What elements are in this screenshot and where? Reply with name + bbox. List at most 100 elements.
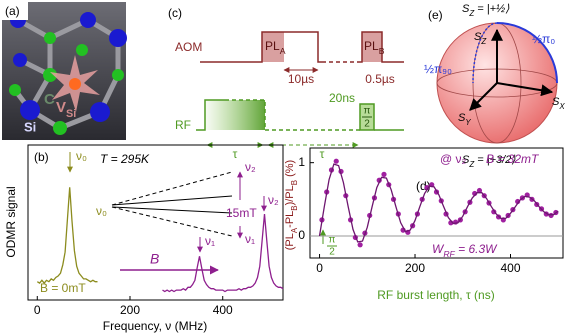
silicon-label: Si xyxy=(24,119,36,134)
data-point xyxy=(381,171,387,177)
chart: 0 200 400 xyxy=(34,187,284,317)
x-tick-label: 0 xyxy=(34,303,41,317)
panel-c: (c) AOM PLA PLB 10µs 0.5µs RF π 2 20ns τ… xyxy=(168,6,404,161)
rotation-path xyxy=(472,22,498,84)
rotation-path xyxy=(496,22,558,84)
subscript: A xyxy=(280,46,286,56)
panel-b: (b) ODMR signal Frequency, ν (MHz) T = 2… xyxy=(4,144,284,333)
peak-label: ν₂ xyxy=(268,193,279,207)
plot-frame xyxy=(27,144,284,301)
text-part: S xyxy=(458,112,466,124)
top-state: SZ = |+½⟩ xyxy=(462,3,510,18)
x-axis-label: Frequency, ν (MHz) xyxy=(103,319,207,333)
aom-pulse xyxy=(200,31,322,63)
peak-label: ν₁ xyxy=(205,234,215,248)
text-part: V xyxy=(56,99,66,116)
data-point xyxy=(333,158,339,164)
y-axis-label: (PLA-PLB)/PLB (%) xyxy=(284,160,299,250)
peak-label: ν₀ xyxy=(76,149,87,163)
y-tick-label: 1 xyxy=(298,155,305,169)
series-line xyxy=(162,213,284,293)
data-point xyxy=(357,242,363,248)
text-part: = |+½⟩ xyxy=(474,3,510,15)
text-part: PL xyxy=(364,39,379,53)
vacancy-core xyxy=(69,78,81,90)
level-label: ν₀ xyxy=(96,204,107,218)
pulse-den: 2 xyxy=(329,247,335,258)
aom-duration: 10µs xyxy=(288,72,314,86)
level-fan xyxy=(111,171,233,237)
text-part: )/PL xyxy=(284,185,296,205)
data-point xyxy=(515,198,521,205)
subscript: Z xyxy=(480,37,487,46)
x-axis-label: RF burst length, τ (ns) xyxy=(377,288,494,302)
panel-label: (a) xyxy=(5,4,20,18)
text-part: (PL xyxy=(284,233,296,250)
splitting: 15mT xyxy=(226,206,257,220)
x-tick-label: 200 xyxy=(120,303,140,317)
panel-label: (e) xyxy=(428,8,443,22)
level-label: ν₁ xyxy=(245,232,255,246)
x-tick-label: 200 xyxy=(405,261,425,275)
y-label: SY xyxy=(458,112,471,127)
transition: @ ν₂ xyxy=(440,152,467,166)
text-part: (%) xyxy=(284,160,296,180)
z-label: SZ xyxy=(474,31,487,46)
pl-a: PLA xyxy=(265,39,286,56)
text-part: = 6.3W xyxy=(455,242,498,256)
panel-d: (d) (PLA-PLB)/PLB (%) RF burst length, τ… xyxy=(284,147,564,302)
rf-burst xyxy=(205,100,265,130)
text-part: S xyxy=(462,3,470,15)
rf-label: RF xyxy=(175,118,191,132)
subscript: Z xyxy=(468,9,475,18)
plot-frame xyxy=(309,147,564,259)
bottom-state: SZ = |+3/2⟩ xyxy=(462,154,516,169)
pl-a-window xyxy=(262,32,284,62)
pl-b: PLB xyxy=(364,39,385,56)
subscript: B xyxy=(290,205,299,210)
pl-duration: 0.5µs xyxy=(365,72,395,86)
y-axis-label: ODMR signal xyxy=(4,186,18,257)
subscript: B xyxy=(290,180,299,185)
text-part: S xyxy=(462,154,470,166)
field-label: B xyxy=(150,251,159,267)
carbon-label: C xyxy=(44,91,55,108)
x-label: SX xyxy=(552,96,565,111)
text-part: S xyxy=(474,31,482,43)
rotation-label: ½π₀ xyxy=(532,32,555,46)
x-tick-label: 0 xyxy=(316,261,323,275)
tau: τ xyxy=(233,147,238,161)
data-point xyxy=(548,212,554,219)
level-label: ν₂ xyxy=(245,160,256,174)
pl-b-window xyxy=(362,32,382,62)
x-tick-label: 400 xyxy=(213,303,233,317)
field: B = 32mT xyxy=(486,152,540,166)
power: WRF = 6.3W xyxy=(432,242,498,259)
text-part: W xyxy=(432,242,445,256)
subscript: A xyxy=(290,227,299,233)
rf-duration: 20ns xyxy=(329,91,355,105)
pulse-num: π xyxy=(364,106,371,117)
subscript: Si xyxy=(66,108,76,120)
x-tick-label: 400 xyxy=(500,261,520,275)
text-part: S xyxy=(552,96,560,108)
text-part: -PL xyxy=(284,211,296,228)
aom-label: AOM xyxy=(175,40,202,54)
data-point xyxy=(476,187,483,194)
subscript: RF xyxy=(443,249,455,259)
label-bg xyxy=(2,2,28,20)
subscript: Y xyxy=(465,118,471,127)
panel-e: (e) SZ = |+½⟩ SZ = |+3/2⟩ SZ SX SY ½π₀ ½… xyxy=(424,3,565,169)
series-line xyxy=(36,187,98,285)
text-part: PL xyxy=(265,39,280,53)
rotation-label: ½π₉₀ xyxy=(424,62,452,76)
pulse-den: 2 xyxy=(364,119,370,130)
series-line xyxy=(318,163,559,243)
subscript: Z xyxy=(468,160,475,169)
x-axis xyxy=(496,82,554,97)
series-label: B = 0mT xyxy=(40,281,86,295)
panel-label: (b) xyxy=(34,150,49,164)
subscript: X xyxy=(558,102,565,111)
vacancy-label: VSi xyxy=(56,99,76,120)
